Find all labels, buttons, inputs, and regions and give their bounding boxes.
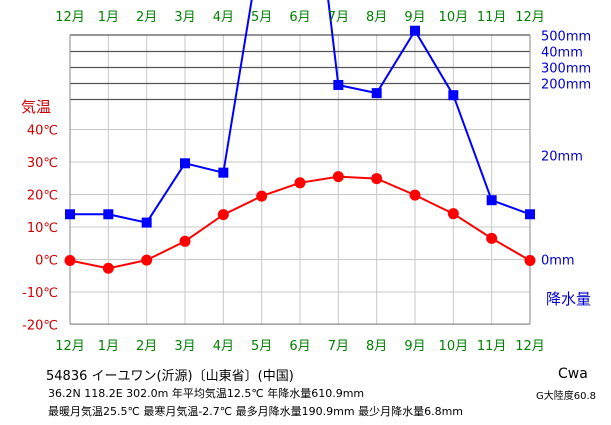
month-label-bottom: 6月: [289, 339, 310, 354]
temperature-point: [141, 254, 153, 266]
temperature-point: [524, 254, 536, 266]
precipitation-point: [448, 90, 459, 101]
temp-tick-label: 10℃: [27, 221, 58, 236]
month-label-top: 3月: [174, 10, 195, 25]
month-label-top: 7月: [328, 10, 349, 25]
precipitation-point: [180, 158, 190, 169]
precip-tick-label: 20mm: [541, 150, 583, 165]
month-label-bottom: 12月: [55, 339, 85, 354]
month-label-bottom: 8月: [366, 339, 387, 354]
month-label-bottom: 11月: [477, 339, 507, 354]
month-label-top: 4月: [213, 10, 234, 25]
precipitation-point: [486, 195, 497, 206]
temp-tick-label: 0℃: [35, 254, 58, 269]
precipitation-point: [65, 209, 75, 220]
month-label-bottom: 9月: [404, 339, 425, 354]
month-label-top: 12月: [55, 10, 85, 25]
temperature-point: [332, 171, 344, 183]
temp-tick-label: 40℃: [27, 124, 58, 139]
month-label-bottom: 5月: [251, 339, 272, 354]
month-label-bottom: 12月: [515, 339, 545, 354]
month-label-top: 10月: [439, 10, 469, 25]
precipitation-point: [371, 88, 382, 99]
series: [64, 0, 536, 274]
station-extremes: 最暖月気温25.5℃ 最寒月気温-2.7℃ 最多月降水量190.9mm 最少月降…: [48, 405, 463, 418]
precipitation-point: [103, 209, 114, 220]
axes: [69, 35, 531, 325]
month-label-top: 11月: [477, 10, 507, 25]
precipitation-point: [525, 209, 535, 220]
station-stats: 36.2N 118.2E 302.0m 年平均気温12.5℃ 年降水量610.9…: [48, 387, 365, 400]
month-label-bottom: 3月: [174, 339, 195, 354]
temperature-point: [447, 208, 459, 220]
month-label-top: 1月: [98, 10, 119, 25]
month-label-top: 8月: [366, 10, 387, 25]
temperature-point: [217, 209, 229, 221]
precip-tick-label: 500mm: [541, 30, 591, 45]
month-label-bottom: 10月: [439, 339, 469, 354]
precipitation-point: [333, 79, 344, 90]
temperature-point: [179, 235, 191, 247]
climate-class: Cwa: [558, 366, 588, 382]
month-label-bottom: 7月: [328, 339, 349, 354]
labels: 12月 12月 1月 1月 2月 2月 3月 3月 4月 4月 5月 5月 6月 6月 7月 7月 8月 8月 9月…: [21, 10, 591, 354]
month-label-top: 2月: [136, 10, 157, 25]
month-label-bottom: 4月: [213, 339, 234, 354]
month-label-top: 12月: [515, 10, 545, 25]
precipitation-point: [141, 217, 152, 228]
temperature-point: [371, 173, 383, 185]
temp-tick-label: 20℃: [27, 189, 58, 204]
continentality: G大陸度60.8: [536, 391, 597, 402]
precip-tick-label: 300mm: [541, 62, 591, 77]
precipitation-point: [218, 167, 229, 178]
month-label-top: 5月: [251, 10, 272, 25]
month-label-bottom: 1月: [98, 339, 119, 354]
temperature-point: [486, 232, 498, 244]
temperature-point: [294, 177, 306, 189]
temp-axis-title: 気温: [21, 98, 51, 116]
temperature-point: [64, 254, 76, 266]
precip-axis-title: 降水量: [546, 290, 591, 308]
temperature-point: [102, 262, 114, 274]
temp-tick-label: -10℃: [22, 286, 58, 301]
temperature-point: [409, 189, 421, 201]
precipitation-point: [410, 25, 420, 36]
month-label-top: 9月: [404, 10, 425, 25]
month-label-top: 6月: [289, 10, 310, 25]
temp-tick-label: 30℃: [27, 156, 58, 171]
precip-tick-label: 40mm: [541, 46, 583, 61]
month-label-bottom: 2月: [136, 339, 157, 354]
precip-tick-label: 200mm: [541, 78, 591, 93]
temp-tick-label: -20℃: [22, 319, 58, 334]
temperature-point: [256, 190, 268, 202]
station-title: 54836 イーユワン(沂源)〔山東省〕(中国): [46, 369, 294, 384]
precip-tick-label: 0mm: [541, 254, 575, 269]
